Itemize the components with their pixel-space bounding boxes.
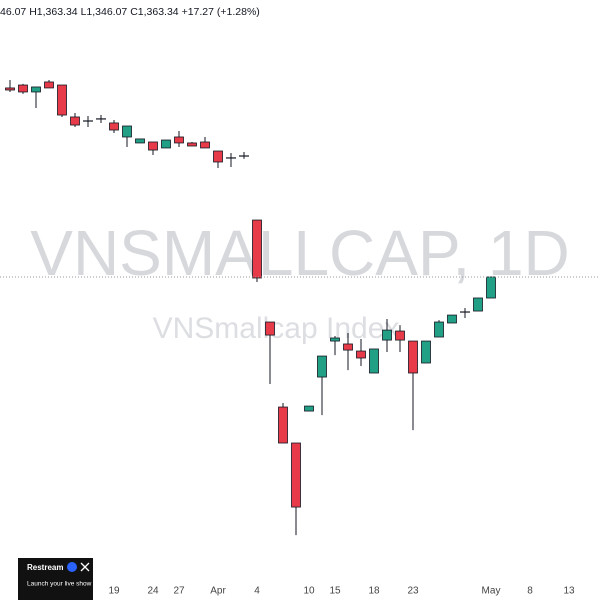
x-tick-label: 24 [147, 586, 159, 597]
candle-body [473, 297, 483, 312]
x-tick-label: 10 [303, 586, 315, 597]
candle-body [109, 122, 119, 131]
candle-body [369, 348, 379, 374]
candle-body [434, 321, 444, 338]
watermark-subtitle: VNSmallcap Index [153, 312, 400, 345]
x-tick-label: May [482, 586, 501, 597]
candle-body [252, 219, 262, 279]
candle-body [70, 116, 80, 126]
candle-body [343, 343, 353, 351]
candle-body [122, 125, 132, 138]
candle-body [44, 81, 54, 89]
ad-close-icon[interactable] [80, 562, 90, 572]
candle-body [213, 150, 223, 163]
x-tick-label: 19 [108, 586, 120, 597]
candle-body [18, 84, 28, 93]
x-tick-label: 23 [407, 586, 419, 597]
candle-body [200, 141, 210, 149]
x-tick-label: 4 [254, 586, 260, 597]
candle-body [447, 314, 457, 324]
x-tick-label: 13 [563, 586, 575, 597]
candle-body [291, 442, 301, 508]
candle-body [148, 141, 158, 151]
candle-body [356, 350, 366, 359]
x-tick-label: 15 [329, 586, 341, 597]
candle-body [486, 276, 496, 299]
candle-body [408, 340, 418, 374]
ad-box[interactable]: Restream Launch your live show on X [18, 558, 107, 600]
candle-body [330, 337, 340, 342]
ad-info-icon[interactable] [67, 562, 77, 572]
candle-body [31, 86, 41, 93]
candle-body [5, 87, 15, 91]
x-tick-label: Apr [210, 586, 226, 597]
candle-body [57, 84, 67, 116]
candle-body [187, 142, 197, 147]
candle-body [135, 138, 145, 144]
ohlc-readout: 46.07 H1,363.34 L1,346.07 C1,363.34 +17.… [0, 6, 260, 18]
candle-body [161, 139, 171, 149]
candle-body [421, 340, 431, 364]
candle-body [382, 329, 392, 341]
x-tick-label: 27 [173, 586, 185, 597]
candle-body [304, 405, 314, 412]
candle-body [174, 136, 184, 144]
candle-body [317, 355, 327, 378]
ad-title[interactable]: Restream [27, 563, 63, 572]
candle-body [278, 406, 288, 444]
ad-background[interactable] [18, 558, 93, 600]
candle-body [395, 330, 405, 341]
candle-body [265, 321, 275, 336]
ad-text[interactable]: Launch your live show on X [27, 581, 107, 588]
x-tick-label: 8 [527, 586, 533, 597]
x-tick-label: 18 [368, 586, 380, 597]
